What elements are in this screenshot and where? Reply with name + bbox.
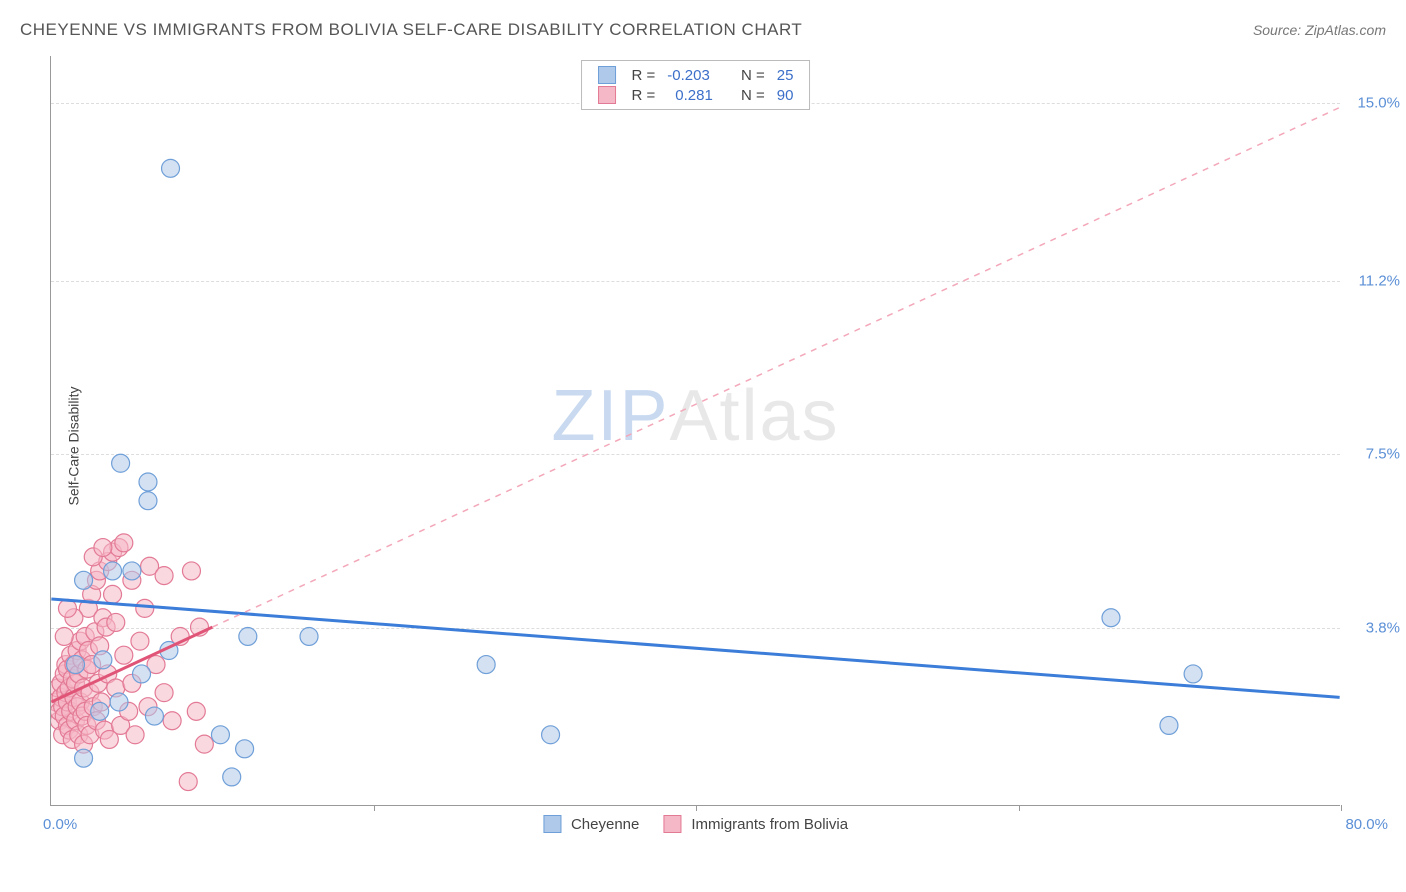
- data-point: [145, 707, 163, 725]
- n-label: N =: [735, 65, 771, 85]
- y-tick-label: 15.0%: [1345, 94, 1400, 111]
- swatch-cheyenne: [543, 815, 561, 833]
- x-tick: [1341, 805, 1342, 811]
- data-point: [131, 632, 149, 650]
- swatch-bolivia: [663, 815, 681, 833]
- correlation-legend: R = -0.203 N = 25 R = 0.281 N = 90: [581, 60, 811, 110]
- data-point: [107, 613, 125, 631]
- y-tick-label: 11.2%: [1345, 273, 1400, 290]
- r-value-bolivia: 0.281: [661, 85, 719, 105]
- chart-plot-area: ZIPAtlas 3.8%7.5%11.2%15.0% 0.0% 80.0% R…: [50, 56, 1340, 806]
- data-point: [126, 726, 144, 744]
- data-point: [155, 567, 173, 585]
- data-point: [162, 159, 180, 177]
- legend-label-cheyenne: Cheyenne: [571, 816, 639, 833]
- swatch-bolivia: [598, 86, 616, 104]
- data-point: [91, 702, 109, 720]
- data-point: [104, 562, 122, 580]
- data-point: [67, 656, 85, 674]
- legend-row-bolivia: R = 0.281 N = 90: [592, 85, 800, 105]
- data-point: [195, 735, 213, 753]
- data-point: [163, 712, 181, 730]
- chart-title: CHEYENNE VS IMMIGRANTS FROM BOLIVIA SELF…: [20, 20, 802, 40]
- data-point: [155, 684, 173, 702]
- data-point: [139, 473, 157, 491]
- data-point: [112, 454, 130, 472]
- data-point: [94, 539, 112, 557]
- trendline: [212, 107, 1339, 627]
- r-label: R =: [626, 85, 662, 105]
- data-point: [1160, 716, 1178, 734]
- data-point: [55, 627, 73, 645]
- data-point: [139, 492, 157, 510]
- data-point: [115, 534, 133, 552]
- data-point: [300, 627, 318, 645]
- data-point: [477, 656, 495, 674]
- legend-row-cheyenne: R = -0.203 N = 25: [592, 65, 800, 85]
- legend-item-bolivia: Immigrants from Bolivia: [663, 815, 848, 833]
- y-tick-label: 3.8%: [1345, 619, 1400, 636]
- x-tick: [696, 805, 697, 811]
- data-point: [236, 740, 254, 758]
- legend-label-bolivia: Immigrants from Bolivia: [691, 816, 848, 833]
- chart-header: CHEYENNE VS IMMIGRANTS FROM BOLIVIA SELF…: [20, 20, 1386, 40]
- x-axis-max-label: 80.0%: [1345, 816, 1388, 833]
- n-value-cheyenne: 25: [771, 65, 800, 85]
- data-point: [179, 773, 197, 791]
- data-point: [123, 562, 141, 580]
- data-point: [133, 665, 151, 683]
- n-value-bolivia: 90: [771, 85, 800, 105]
- y-tick-label: 7.5%: [1345, 446, 1400, 463]
- data-point: [182, 562, 200, 580]
- data-point: [75, 571, 93, 589]
- x-axis-min-label: 0.0%: [43, 816, 77, 833]
- r-value-cheyenne: -0.203: [661, 65, 719, 85]
- series-legend: Cheyenne Immigrants from Bolivia: [543, 815, 848, 833]
- data-point: [211, 726, 229, 744]
- chart-source: Source: ZipAtlas.com: [1253, 22, 1386, 38]
- data-point: [136, 599, 154, 617]
- r-label: R =: [626, 65, 662, 85]
- data-point: [1184, 665, 1202, 683]
- n-label: N =: [735, 85, 771, 105]
- data-point: [110, 693, 128, 711]
- data-point: [75, 749, 93, 767]
- data-point: [542, 726, 560, 744]
- data-point: [239, 627, 257, 645]
- x-tick: [1019, 805, 1020, 811]
- data-point: [1102, 609, 1120, 627]
- x-tick: [374, 805, 375, 811]
- data-point: [223, 768, 241, 786]
- data-point: [187, 702, 205, 720]
- data-point: [94, 651, 112, 669]
- data-point: [104, 585, 122, 603]
- trendline: [51, 599, 1339, 697]
- data-point: [115, 646, 133, 664]
- legend-item-cheyenne: Cheyenne: [543, 815, 639, 833]
- swatch-cheyenne: [598, 66, 616, 84]
- scatter-svg: [51, 56, 1340, 805]
